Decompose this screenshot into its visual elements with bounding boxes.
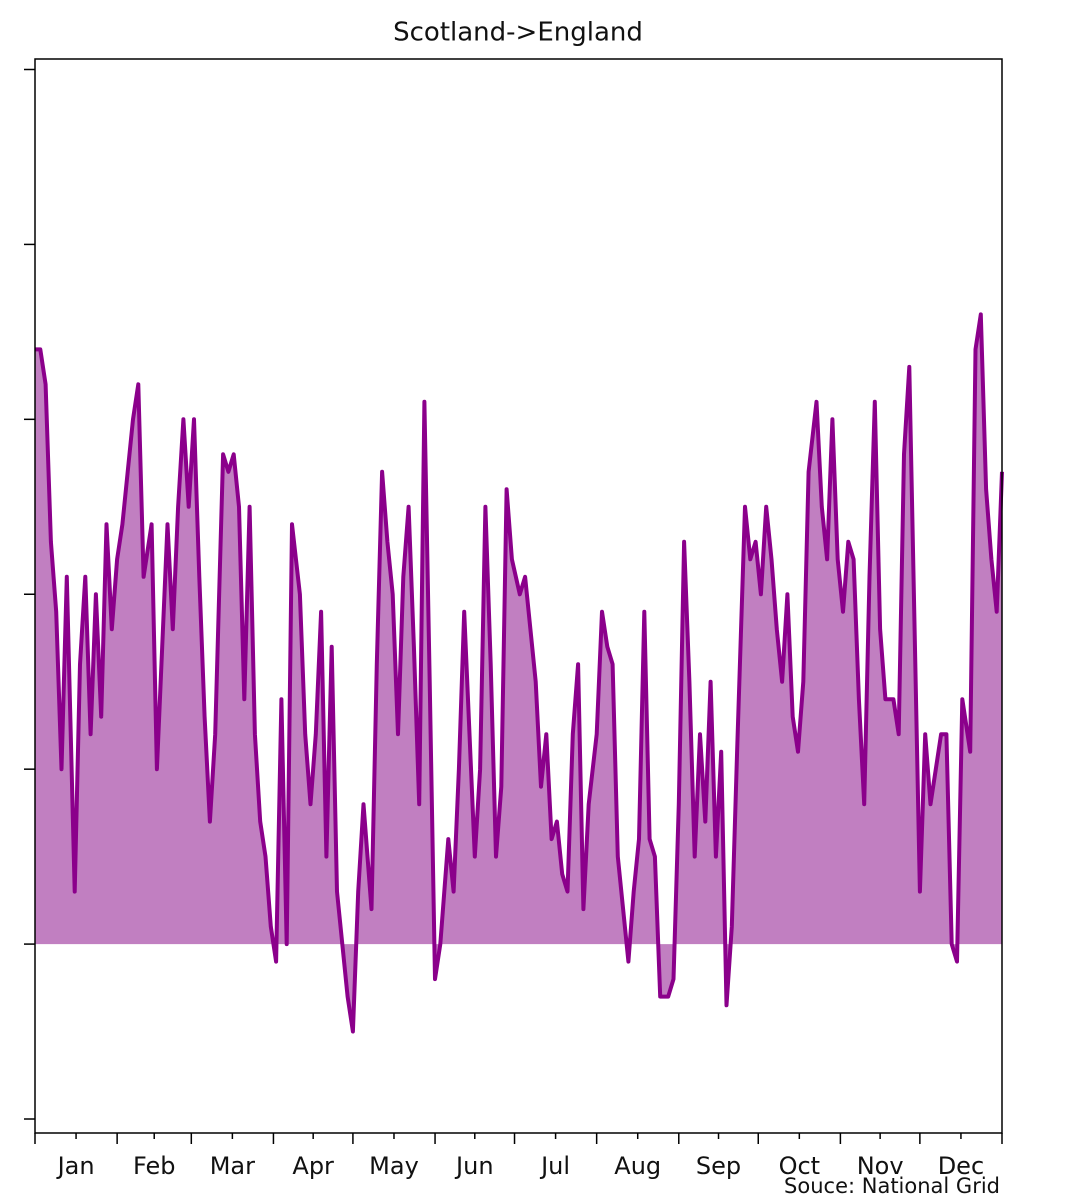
plot-frame (34, 58, 1003, 1134)
x-tick-label: Nov (857, 1152, 904, 1180)
source-note: Souce: National Grid (784, 1174, 1000, 1198)
x-tick-label: Oct (779, 1152, 821, 1180)
x-tick-label: Aug (614, 1152, 661, 1180)
area-fill (35, 314, 1002, 1032)
x-tick-label: Mar (210, 1152, 255, 1180)
x-tick-label: May (369, 1152, 419, 1180)
x-tick-label: Jul (539, 1152, 570, 1180)
line (35, 312, 1004, 1034)
x-tick-label: Jan (56, 1152, 95, 1180)
x-tick-label: Dec (938, 1152, 984, 1180)
x-tick-label: Jun (454, 1152, 494, 1180)
chart-title: Scotland->England (393, 18, 643, 48)
x-tick-label: Sep (696, 1152, 741, 1180)
x-tick-label: Feb (133, 1152, 176, 1180)
x-tick-label: Apr (292, 1152, 334, 1180)
